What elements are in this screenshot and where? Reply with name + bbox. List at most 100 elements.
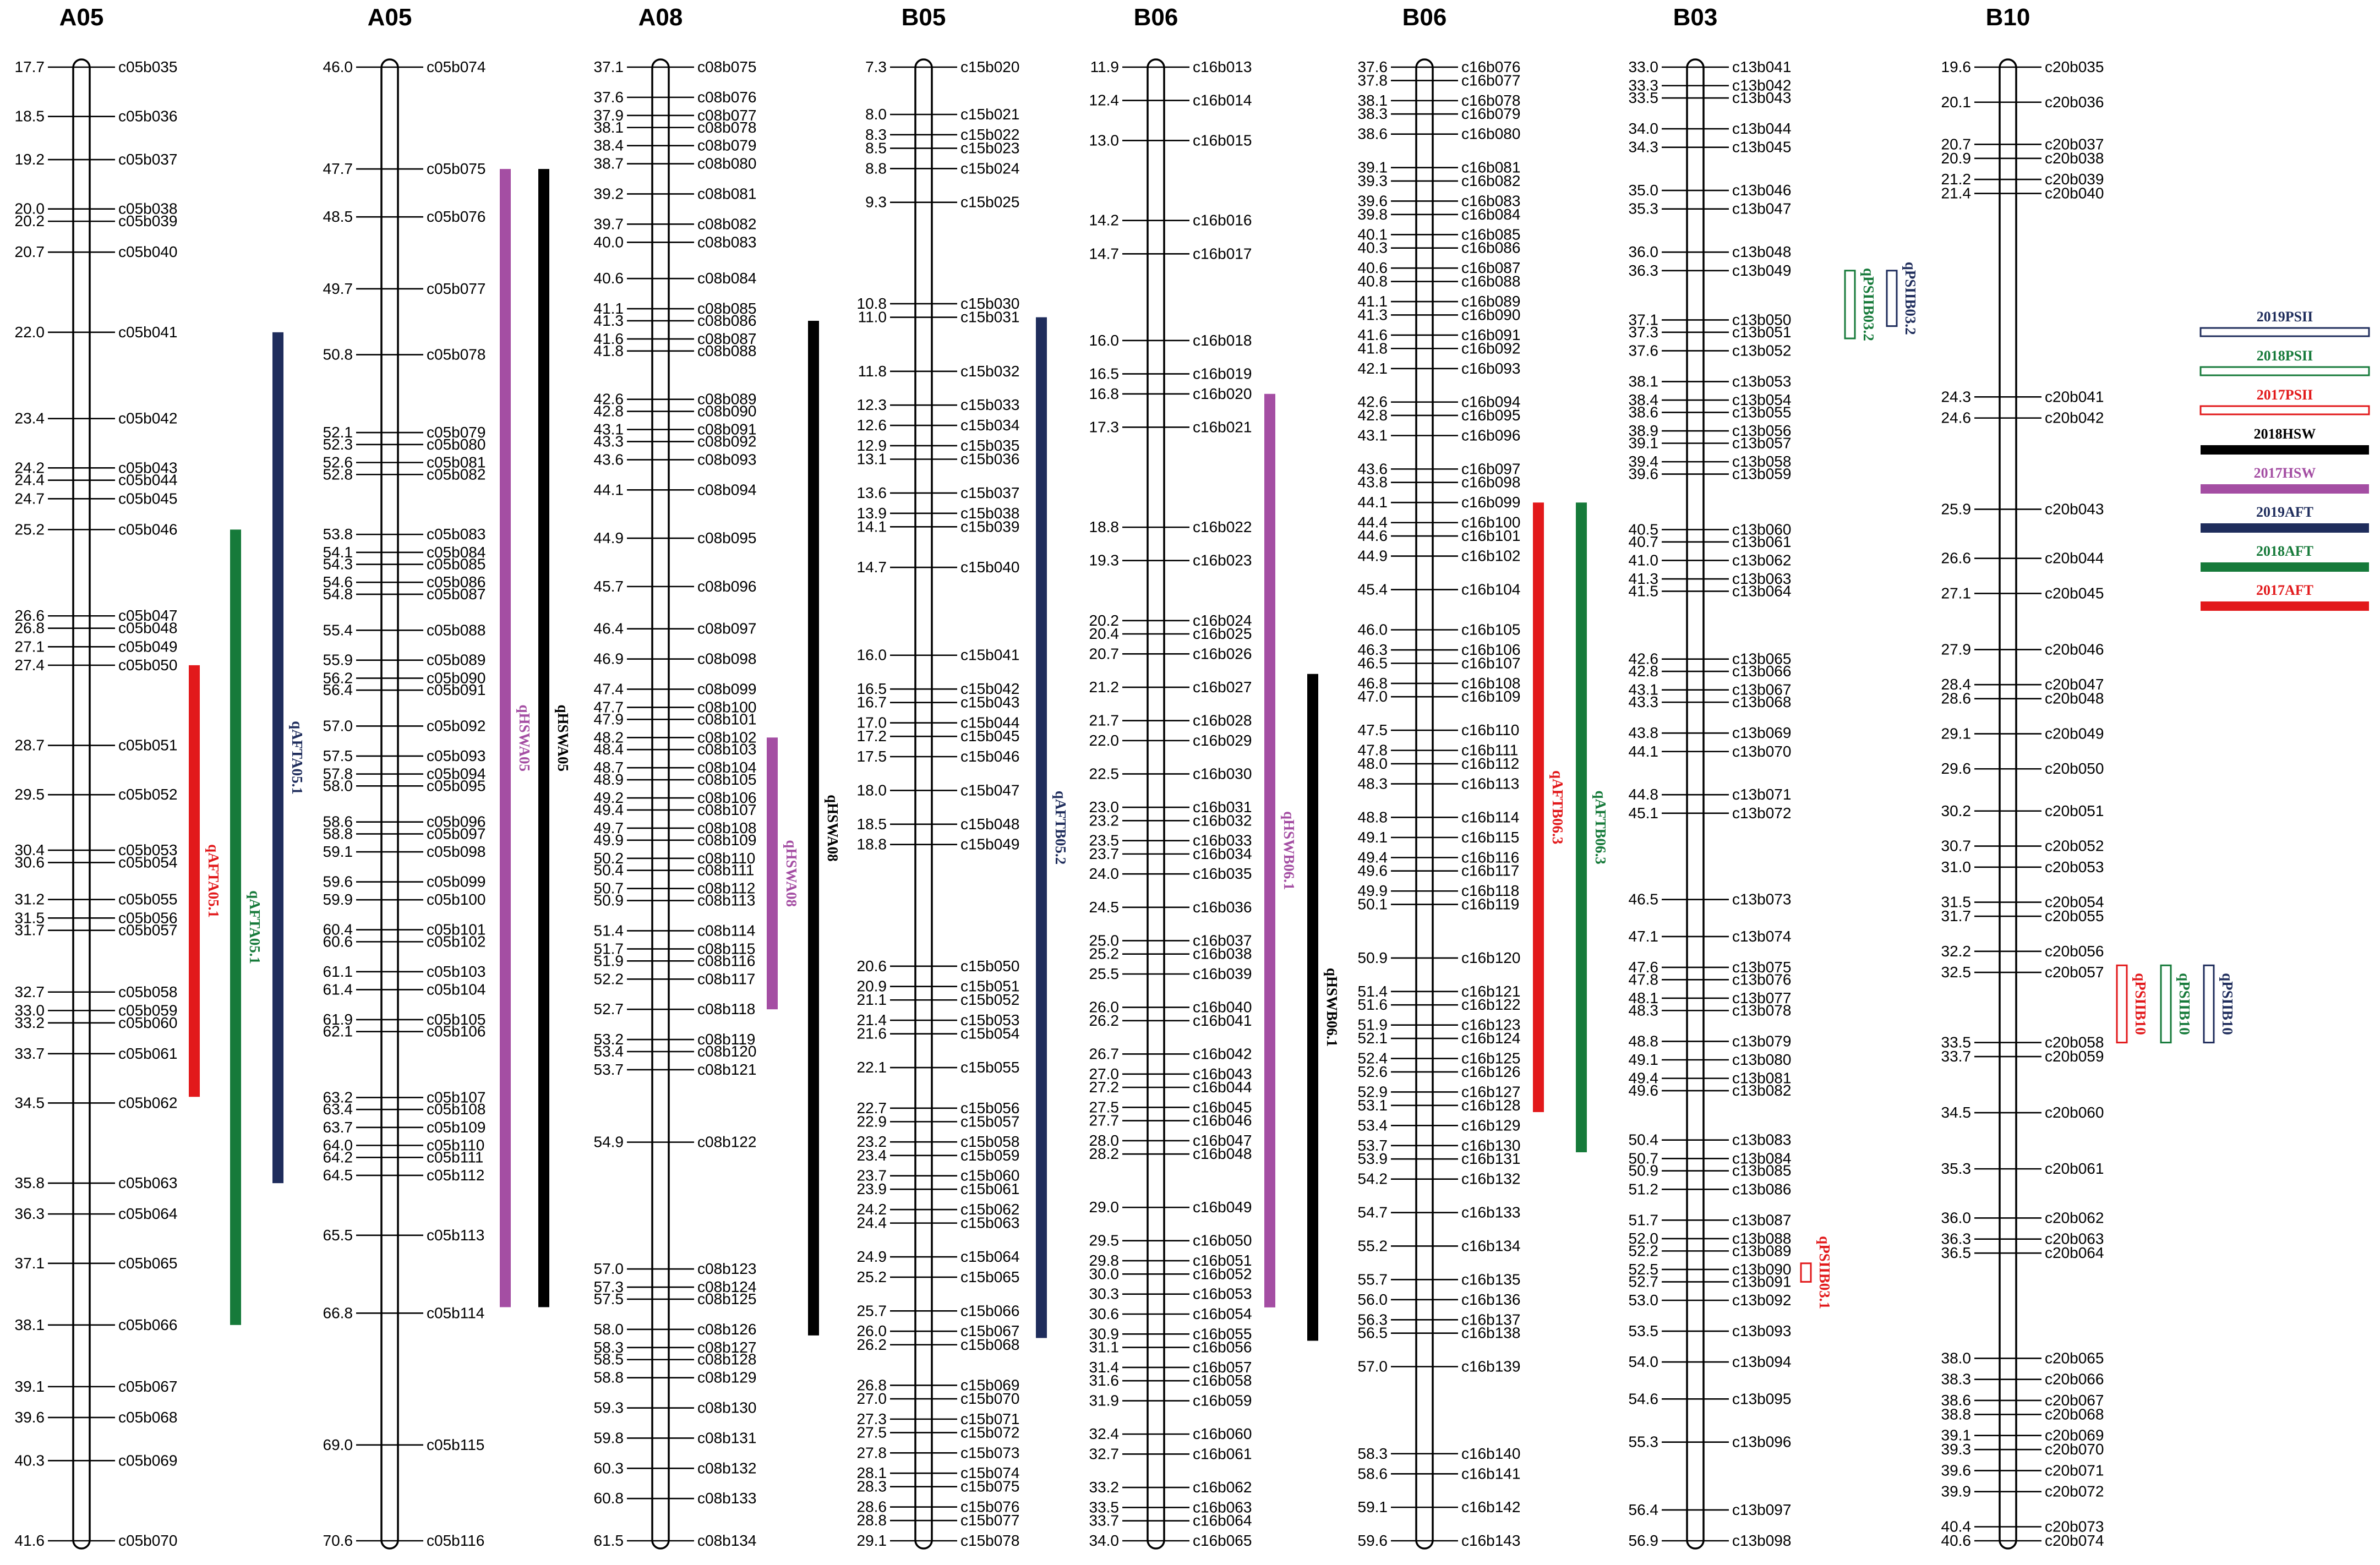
marker: 29.1 c20b049 [1941,725,2104,742]
marker: 23.7 c16b034 [1089,845,1252,862]
legend-label: 2018AFT [2256,543,2313,559]
marker-name: c15b032 [960,363,1019,380]
legend-label: 2017AFT [2256,582,2313,598]
marker-name: c16b139 [1461,1358,1520,1375]
marker-name: c20b051 [2045,802,2104,819]
marker-position: 40.6 [1358,259,1388,276]
marker-name: c13b055 [1732,403,1791,420]
marker: 29.6 c20b050 [1941,760,2104,777]
marker: 56.2 c05b090 [323,669,486,686]
marker: 52.1 c05b079 [323,424,486,441]
chromosome-A05-part2: A05 46.0 c05b074 47.7 c05b075 48.5 c05b076 49.7… [323,4,571,1550]
marker: 50.9 c16b120 [1358,949,1521,966]
marker: 9.3 c15b025 [865,194,1019,211]
marker-position: 14.2 [1089,212,1120,229]
marker-name: c13b046 [1732,182,1791,199]
marker-name: c08b114 [697,922,755,939]
marker: 55.9 c05b089 [323,652,486,669]
marker-name: c08b097 [697,620,756,637]
marker-position: 58.6 [323,813,353,830]
marker: 53.2 c08b119 [594,1031,756,1048]
marker: 27.1 c20b045 [1941,584,2104,601]
marker: 31.7 c05b057 [15,922,178,939]
marker-position: 47.4 [594,680,624,697]
marker-name: c16b132 [1461,1170,1520,1188]
marker-name: c08b110 [697,850,755,867]
marker: 33.0 c05b059 [15,1002,178,1019]
qtl-bar [272,332,283,1184]
marker-name: c20b047 [2045,676,2104,693]
marker-name: c16b062 [1193,1479,1252,1496]
marker-name: c16b054 [1193,1305,1252,1322]
marker-name: c15b061 [960,1180,1019,1197]
marker-name: c05b107 [427,1088,485,1106]
marker: 27.7 c16b046 [1089,1112,1252,1129]
marker-position: 50.2 [594,850,624,867]
marker-name: c15b048 [960,816,1019,833]
marker-position: 29.8 [1089,1252,1120,1269]
marker: 52.9 c16b127 [1358,1083,1521,1100]
marker-name: c16b044 [1193,1079,1252,1096]
marker-position: 53.1 [1358,1097,1388,1114]
marker: 43.6 c16b097 [1358,460,1521,477]
marker: 52.1 c16b124 [1358,1030,1521,1047]
marker-position: 52.7 [1629,1273,1659,1290]
marker-position: 57.5 [323,747,353,764]
marker: 32.2 c20b056 [1941,943,2104,960]
marker-name: c16b042 [1193,1045,1252,1062]
legend-swatch [2201,484,2369,494]
marker-name: c20b064 [2045,1244,2104,1261]
legend-item: 2017AFT [2201,582,2369,611]
marker-name: c16b097 [1461,460,1520,477]
marker: 49.4 c08b107 [594,801,757,818]
marker: 47.5 c16b110 [1358,721,1520,738]
marker-name: c08b094 [697,481,756,498]
marker-name: c05b100 [427,891,485,908]
chromosome-bar [72,58,91,1550]
marker: 43.3 c08b092 [594,433,757,450]
marker: 53.1 c16b128 [1358,1097,1521,1114]
marker-position: 43.6 [594,451,624,468]
marker: 54.1 c05b084 [323,544,486,561]
marker: 69.0 c05b115 [323,1436,485,1453]
marker-position: 36.0 [1629,243,1659,260]
marker: 51.9 c16b123 [1358,1016,1521,1033]
marker-name: c05b104 [427,981,485,998]
marker: 14.7 c15b040 [857,559,1020,576]
marker-position: 26.0 [857,1322,887,1339]
marker-name: c20b066 [2045,1371,2104,1388]
marker: 53.7 c16b130 [1358,1137,1521,1154]
marker-position: 21.4 [857,1011,887,1028]
marker: 41.3 c16b090 [1358,306,1521,323]
marker-name: c05b105 [427,1011,485,1028]
marker-name: c13b091 [1732,1273,1791,1290]
marker: 51.4 c16b121 [1358,983,1521,1000]
marker-name: c15b043 [960,694,1019,711]
marker-name: c08b077 [697,107,756,124]
marker-position: 54.0 [1629,1353,1659,1370]
marker-name: c20b071 [2045,1462,2104,1479]
marker: 55.4 c05b088 [323,621,486,638]
marker-position: 22.5 [1089,765,1120,782]
marker: 63.2 c05b107 [323,1088,486,1106]
marker-name: c16b027 [1193,678,1252,696]
marker-position: 40.6 [1941,1532,1972,1549]
marker-name: c16b016 [1193,212,1252,229]
marker: 16.0 c16b018 [1089,332,1252,349]
marker-name: c16b028 [1193,712,1252,729]
marker-name: c20b069 [2045,1427,2104,1444]
marker: 50.1 c16b119 [1358,896,1520,913]
marker-position: 43.6 [1358,460,1388,477]
marker-position: 35.3 [1629,200,1659,217]
qtl-interval: qPSIIB03.1 [1800,1236,1833,1309]
marker-position: 49.1 [1358,829,1388,846]
marker-position: 39.3 [1358,172,1388,189]
marker-position: 20.4 [1089,625,1120,642]
marker-name: c13b042 [1732,77,1791,94]
marker: 39.1 c16b081 [1358,159,1521,176]
marker-position: 8.0 [865,106,887,123]
marker: 14.7 c16b017 [1089,245,1252,262]
marker-position: 65.5 [323,1227,353,1244]
marker-name: c13b043 [1732,89,1791,106]
marker: 21.7 c16b028 [1089,712,1252,729]
